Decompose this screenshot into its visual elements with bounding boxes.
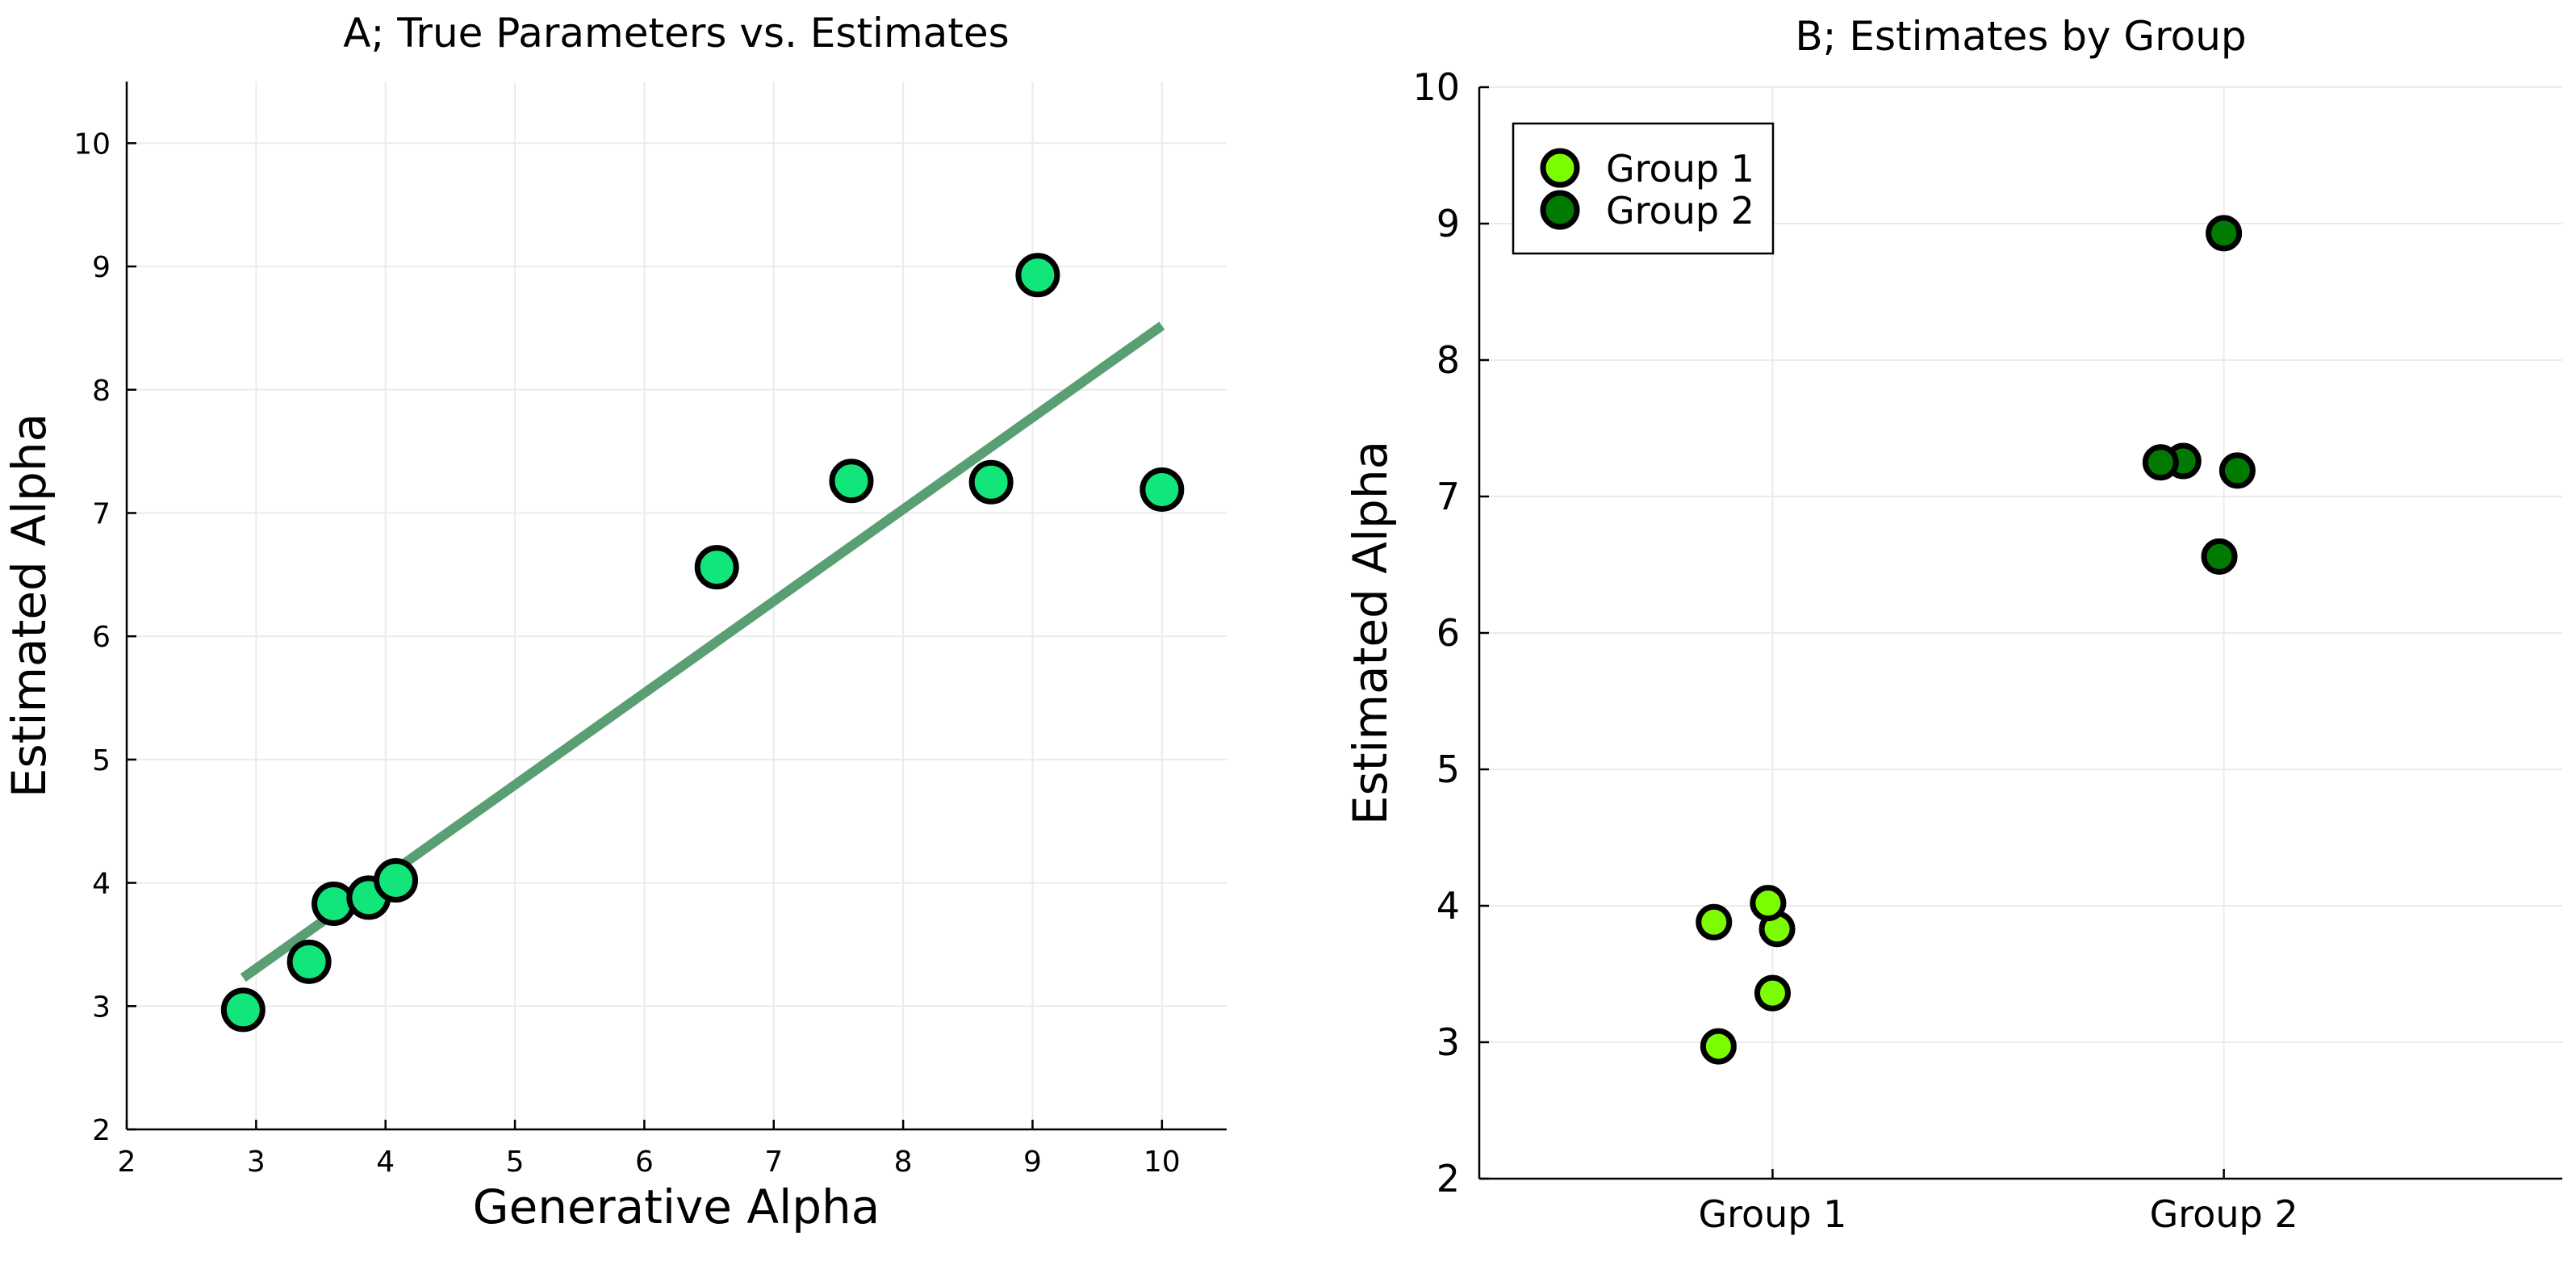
- panel-a-data-point: [286, 939, 332, 984]
- panel-b-y-tick-label: 2: [1436, 1157, 1460, 1200]
- legend-label-group-1: Group 1: [1606, 147, 1754, 191]
- panel-a-data-point: [220, 987, 266, 1033]
- panel-a-y-tick-label: 5: [92, 744, 111, 777]
- panel-a-y-tick-label: 7: [92, 497, 111, 530]
- legend-frame: [1512, 122, 1775, 255]
- panel-b-data-point-group-1: [1754, 974, 1791, 1012]
- panel-a-y-tick-label: 6: [92, 621, 111, 654]
- panel-a-data-point: [312, 882, 357, 927]
- panel-a-gridlines: [126, 82, 1227, 1130]
- panel-b-data-point-group-1: [1750, 885, 1787, 922]
- panel-a-points: [220, 253, 1185, 1033]
- panel-a-axes: [125, 82, 1227, 1131]
- panel-b-data-point-group-2: [2218, 452, 2256, 489]
- panel-a-y-tick-label: 10: [73, 128, 111, 161]
- panel-a-y-tick-label: 4: [92, 868, 111, 901]
- panel-b-data-point-group-2: [2206, 215, 2243, 252]
- panel-b-x-tick-label: Group 2: [2150, 1192, 2298, 1236]
- panel-a-y-tick-label: 8: [92, 375, 111, 408]
- panel-b-y-tick-label: 9: [1436, 202, 1460, 245]
- panel-a-title: A; True Parameters vs. Estimates: [343, 10, 1009, 57]
- panel-b-y-axis-label: Estimated Alpha: [1343, 441, 1398, 825]
- panel-a-x-axis-label: Generative Alpha: [473, 1179, 880, 1234]
- panel-b-y-tick-label: 10: [1412, 65, 1460, 109]
- panel-a-data-point: [968, 459, 1014, 505]
- panel-b-data-point-group-1: [1696, 903, 1733, 941]
- panel-b-points: [1696, 215, 2256, 1065]
- panel-a-x-tick-label: 5: [506, 1146, 525, 1179]
- panel-a-x-tick-label: 6: [635, 1146, 654, 1179]
- panel-b-y-tick-label: 4: [1436, 884, 1460, 928]
- panel-b-legend: Group 1 Group 2: [1512, 122, 1775, 255]
- panel-b-y-tick-label: 8: [1436, 338, 1460, 382]
- panel-a-scatter-plot: 2 3 4 5 6 7 8 9 10 2 3 4 5 6 7 8 9 10 A; True Parameters …: [2, 10, 1227, 1234]
- panel-b-y-tick-label: 3: [1436, 1020, 1460, 1064]
- legend-label-group-2: Group 2: [1606, 189, 1754, 233]
- panel-a-x-tick-label: 7: [764, 1146, 783, 1179]
- panel-b-x-tick-label: Group 1: [1698, 1192, 1846, 1236]
- panel-a-y-axis-label: Estimated Alpha: [2, 413, 56, 798]
- panel-b-data-point-group-1: [1700, 1028, 1737, 1065]
- panel-a-x-tick-label: 8: [894, 1146, 913, 1179]
- panel-b-data-point-group-2: [2201, 538, 2238, 575]
- panel-a-data-point: [694, 545, 739, 590]
- panel-a-x-tick-label: 10: [1144, 1146, 1181, 1179]
- panel-b-y-tick-label: 5: [1436, 748, 1460, 791]
- legend-marker-group-2: [1540, 190, 1580, 230]
- panel-a-y-tick-label: 2: [92, 1114, 111, 1147]
- panel-a-data-point: [829, 459, 874, 504]
- panel-a-x-tick-label: 2: [118, 1146, 136, 1179]
- panel-b-y-tick-label: 6: [1436, 611, 1460, 655]
- panel-a-data-point: [374, 858, 419, 903]
- panel-b-data-point-group-2: [2142, 444, 2179, 481]
- panel-a-y-tick-label: 9: [92, 251, 111, 284]
- panel-a-x-tick-label: 4: [376, 1146, 395, 1179]
- panel-a-y-tick-label: 3: [92, 991, 111, 1024]
- panel-a-data-point: [1140, 467, 1185, 512]
- panel-b-y-tick-label: 7: [1436, 475, 1460, 518]
- panel-b-title: B; Estimates by Group: [1795, 13, 2246, 60]
- legend-marker-group-1: [1540, 148, 1580, 188]
- panel-a-ticks: 2 3 4 5 6 7 8 9 10 2 3 4 5 6 7 8 9 10: [73, 128, 1181, 1179]
- panel-a-x-tick-label: 3: [247, 1146, 266, 1179]
- panel-a-x-tick-label: 9: [1023, 1146, 1042, 1179]
- panel-a-data-point: [1015, 253, 1060, 298]
